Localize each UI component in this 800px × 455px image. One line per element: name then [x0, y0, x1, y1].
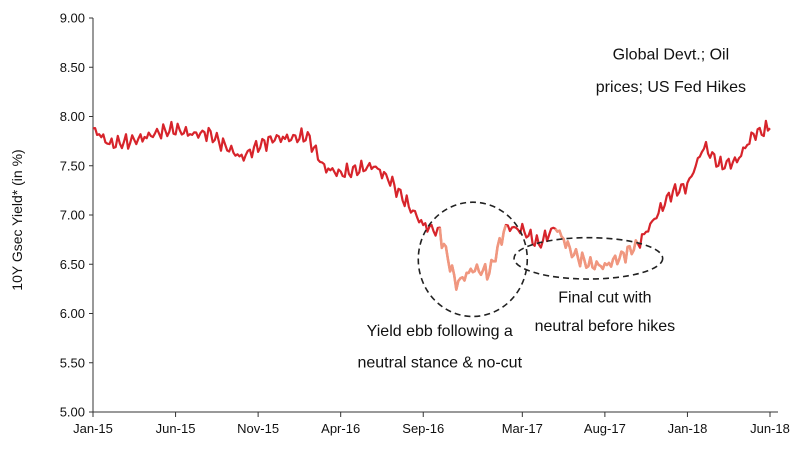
x-tick-label: Jan-18 [668, 421, 708, 436]
annotation-text: Yield ebb following a [367, 323, 513, 340]
annotation-ellipses [417, 201, 664, 318]
x-tick-label: Sep-16 [402, 421, 444, 436]
x-tick-label: Aug-17 [584, 421, 626, 436]
y-tick-label: 5.50 [60, 355, 85, 370]
dashed-ellipse [513, 236, 664, 280]
highlight-segment [554, 227, 640, 271]
yield-series-line [92, 119, 771, 291]
y-tick-label: 6.00 [60, 306, 85, 321]
y-tick-label: 8.50 [60, 60, 85, 75]
annotation-text: Final cut with [558, 290, 651, 307]
y-tick-label: 7.50 [60, 158, 85, 173]
y-tick-label: 7.00 [60, 208, 85, 223]
annotation-text: neutral before hikes [535, 318, 676, 335]
x-tick-label: Mar-17 [502, 421, 543, 436]
x-tick-label: Jan-15 [73, 421, 113, 436]
y-tick-label: 5.00 [60, 405, 85, 420]
annotation-text: Global Devt.; Oil [613, 46, 729, 63]
series-layer [92, 119, 771, 291]
highlight-segment [438, 224, 508, 291]
annotation-texts: Global Devt.; Oil prices; US Fed Hikes Yie… [357, 46, 746, 371]
x-axis-ticks: Jan-15 Jun-15 Nov-15 Apr-16 Sep-16 Mar-17 Aug-… [73, 412, 790, 436]
y-axis-ticks: 5.00 5.50 6.00 6.50 7.00 7.50 8.00 8.50 9.00 [60, 11, 93, 420]
x-tick-label: Apr-16 [321, 421, 360, 436]
dashed-ellipse [417, 201, 529, 318]
x-tick-label: Jun-15 [156, 421, 196, 436]
x-tick-label: Jun-18 [750, 421, 790, 436]
annotation-text: neutral stance & no-cut [357, 355, 522, 372]
x-tick-label: Nov-15 [237, 421, 279, 436]
y-axis-title: 10Y Gsec Yield* (in %) [9, 149, 25, 290]
y-tick-label: 8.00 [60, 109, 85, 124]
y-tick-label: 6.50 [60, 257, 85, 272]
y-tick-label: 9.00 [60, 11, 85, 26]
annotation-text: prices; US Fed Hikes [596, 79, 746, 96]
